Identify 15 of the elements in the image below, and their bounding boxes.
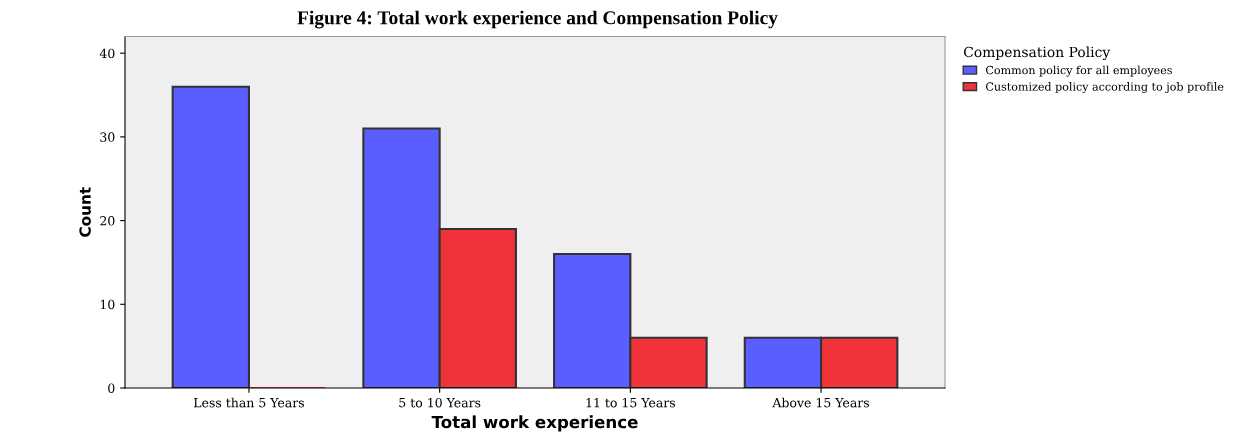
y-tick-label: 0 [108,383,115,393]
legend-title: Compensation Policy [963,46,1111,61]
legend-label: Common policy for all employees [986,65,1172,77]
legend-label: Customized policy according to job profile [986,82,1224,94]
x-tick-label: Above 15 Years [772,397,870,408]
chart-title: Figure 4: Total work experience and Compensation Policy [297,10,778,29]
y-tick-label: 20 [100,216,115,226]
y-tick-label: 10 [100,299,115,310]
x-tick-label: 5 to 10 Years [399,397,481,408]
x-axis-title: Total work experience [431,415,638,432]
y-tick-label: 30 [100,132,115,142]
x-tick-label: 11 to 15 Years [586,397,676,408]
x-tick-label: Less than 5 Years [193,397,304,408]
y-tick-label: 40 [99,48,115,59]
y-axis-title: Count [79,187,91,237]
